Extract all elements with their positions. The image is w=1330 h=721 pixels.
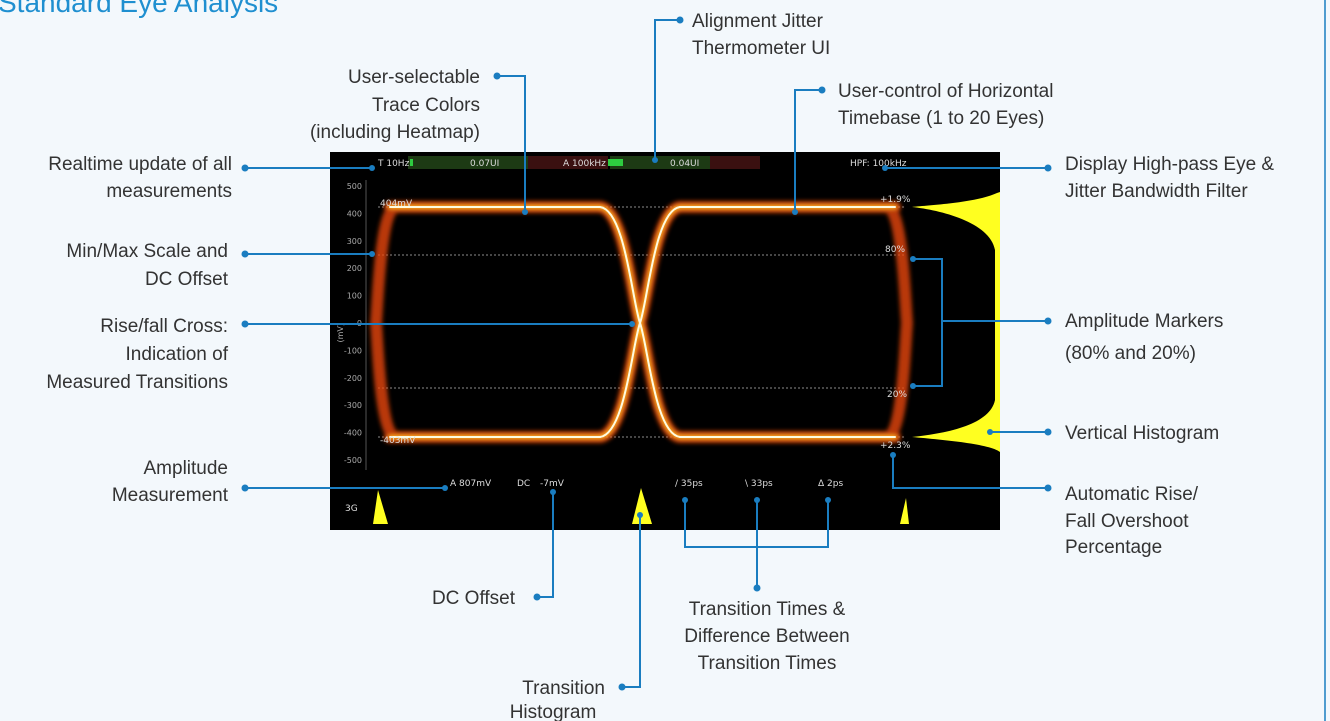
- callout: Vertical Histogram: [1065, 423, 1219, 444]
- header-text: 0.04UI: [670, 159, 699, 169]
- callout: Measured Transitions: [46, 372, 228, 393]
- y-tick-label: -200: [344, 374, 362, 383]
- callout: Difference Between: [684, 626, 849, 647]
- y-tick-label: 400: [347, 209, 362, 218]
- y-tick-label: 300: [347, 237, 362, 246]
- header-text: HPF: 100kHz: [850, 159, 907, 169]
- y-tick-label: 500: [347, 182, 362, 191]
- y-tick-label: -400: [344, 429, 362, 438]
- marker-label: -403mV: [380, 436, 416, 446]
- rate: 3G: [345, 504, 358, 514]
- measurement: Δ 2ps: [818, 479, 843, 489]
- callout: Transition: [522, 678, 605, 699]
- marker-label: 20%: [887, 390, 907, 400]
- marker-label: +1.9%: [880, 195, 911, 205]
- header-text: 0.07UI: [470, 159, 499, 169]
- y-unit: (mV): [336, 323, 345, 343]
- marker-label: +2.3%: [880, 441, 911, 451]
- callout: Amplitude: [144, 458, 229, 479]
- callout: Fall Overshoot: [1065, 511, 1189, 532]
- callout: Indication of: [126, 344, 229, 365]
- callout: Jitter Bandwidth Filter: [1065, 181, 1248, 202]
- callout: Automatic Rise/: [1065, 484, 1199, 505]
- callout: Transition Times: [698, 653, 837, 674]
- callout: Timebase (1 to 20 Eyes): [838, 108, 1044, 129]
- callout: Alignment Jitter: [692, 11, 824, 32]
- callout: Min/Max Scale and: [66, 241, 228, 262]
- callout: Histogram: [510, 702, 597, 721]
- header-text: A 100kHz: [563, 159, 606, 169]
- y-tick-label: -300: [344, 401, 362, 410]
- eye-screen: T 10Hz 0.07UI A 100kHz 0.04UI HPF: 100kH…: [330, 152, 1000, 530]
- callout: User-selectable: [348, 67, 480, 88]
- callout: Realtime update of all: [48, 154, 232, 175]
- callout: Trace Colors: [372, 95, 480, 116]
- callout: DC Offset: [145, 269, 229, 290]
- callout: Amplitude Markers: [1065, 311, 1223, 332]
- callout: (80% and 20%): [1065, 343, 1196, 364]
- measurement: -7mV: [540, 479, 565, 489]
- header-text: T 10Hz: [377, 159, 410, 169]
- callout: measurements: [106, 181, 232, 202]
- y-tick-label: 100: [347, 292, 362, 301]
- callout: Percentage: [1065, 537, 1162, 558]
- y-tick-label: -100: [344, 346, 362, 355]
- y-tick-label: 200: [347, 264, 362, 273]
- measurement: / 35ps: [675, 479, 703, 489]
- callout: Thermometer UI: [692, 38, 830, 59]
- callout: User-control of Horizontal: [838, 81, 1053, 102]
- callout: Rise/fall Cross:: [100, 316, 228, 337]
- y-tick-label: -500: [344, 456, 362, 465]
- measurement: A 807mV: [450, 479, 492, 489]
- callout: (including Heatmap): [310, 122, 480, 143]
- marker-label: 404mV: [380, 199, 413, 209]
- callout: DC Offset: [432, 588, 516, 609]
- measurement: DC: [517, 479, 530, 489]
- callout: Measurement: [112, 485, 229, 506]
- marker-label: 80%: [885, 245, 905, 255]
- callout: Display High-pass Eye &: [1065, 154, 1274, 175]
- connectors: [241, 16, 1052, 691]
- title: Standard Eye Analysis: [0, 0, 278, 18]
- callout: Transition Times &: [689, 599, 846, 620]
- measurement: \ 33ps: [745, 479, 773, 489]
